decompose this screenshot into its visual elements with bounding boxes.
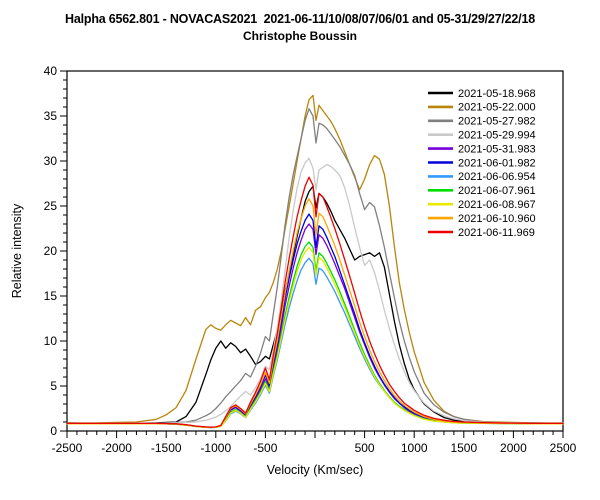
legend-item: 2021-06-11.969 — [428, 227, 535, 239]
series-line-2021-06-06.954 — [66, 257, 564, 429]
x-tick-label: -1500 — [151, 441, 182, 455]
x-tick-label: -500 — [253, 441, 277, 455]
y-axis-label: Relative intensity — [10, 203, 24, 298]
legend-item: 2021-06-08.967 — [428, 199, 536, 211]
x-tick-label: 2500 — [550, 441, 577, 455]
series-line-2021-05-29.994 — [66, 157, 564, 425]
legend-item: 2021-06-10.960 — [428, 213, 536, 225]
legend-item: 2021-05-29.994 — [428, 130, 536, 142]
legend-item: 2021-06-01.982 — [428, 157, 536, 169]
legend-item: 2021-05-27.982 — [428, 116, 536, 128]
series-line-2021-06-11.969 — [66, 176, 564, 428]
y-tick-label: 20 — [44, 244, 58, 258]
y-tick-label: 25 — [44, 199, 58, 213]
y-tick-label: 15 — [44, 289, 58, 303]
x-tick-label: -2000 — [101, 441, 132, 455]
legend-label: 2021-05-22.000 — [458, 102, 536, 114]
chart-subtitle: Christophe Boussin — [242, 29, 357, 43]
legend-label: 2021-06-10.960 — [458, 213, 536, 225]
chart-title: Halpha 6562.801 - NOVACAS2021 2021-06-11… — [65, 12, 535, 26]
x-tick-label: 1500 — [450, 441, 477, 455]
series-lines — [66, 94, 564, 429]
legend-label: 2021-06-06.954 — [458, 171, 536, 183]
y-tick-label: 35 — [44, 109, 58, 123]
legend-label: 2021-05-29.994 — [458, 130, 536, 142]
legend-item: 2021-06-06.954 — [428, 171, 536, 183]
legend-label: 2021-06-11.969 — [458, 227, 535, 239]
y-tick-label: 0 — [50, 424, 57, 438]
legend: 2021-05-18.968 2021-05-22.000 2021-05-27.9… — [428, 88, 536, 239]
y-tick-label: 10 — [44, 334, 58, 348]
axes: -2500 -2000 -1500 -1000 -500 500 1000 1500 2000 2… — [44, 64, 577, 455]
x-tick-label: 500 — [355, 441, 375, 455]
legend-label: 2021-05-31.983 — [458, 143, 536, 155]
legend-item: 2021-06-07.961 — [428, 185, 536, 197]
x-tick-label: -2500 — [52, 441, 83, 455]
legend-item: 2021-05-18.968 — [428, 88, 536, 100]
legend-label: 2021-05-27.982 — [458, 116, 536, 128]
x-tick-label: 1000 — [401, 441, 428, 455]
y-tick-label: 30 — [44, 154, 58, 168]
legend-label: 2021-05-18.968 — [458, 88, 536, 100]
y-tick-label: 5 — [50, 379, 57, 393]
series-line-2021-05-27.982 — [66, 108, 564, 425]
series-line-2021-05-22.000 — [66, 94, 564, 424]
legend-item: 2021-05-31.983 — [428, 143, 536, 155]
legend-label: 2021-06-08.967 — [458, 199, 536, 211]
y-tick-label: 40 — [44, 64, 58, 78]
series-line-2021-05-31.983 — [66, 223, 564, 429]
x-axis-label: Velocity (Km/sec) — [267, 463, 364, 477]
x-tick-label: -1000 — [200, 441, 231, 455]
legend-label: 2021-06-07.961 — [458, 185, 536, 197]
legend-label: 2021-06-01.982 — [458, 157, 536, 169]
legend-item: 2021-05-22.000 — [428, 102, 536, 114]
x-tick-label: 2000 — [500, 441, 527, 455]
series-line-2021-05-18.968 — [66, 185, 564, 425]
